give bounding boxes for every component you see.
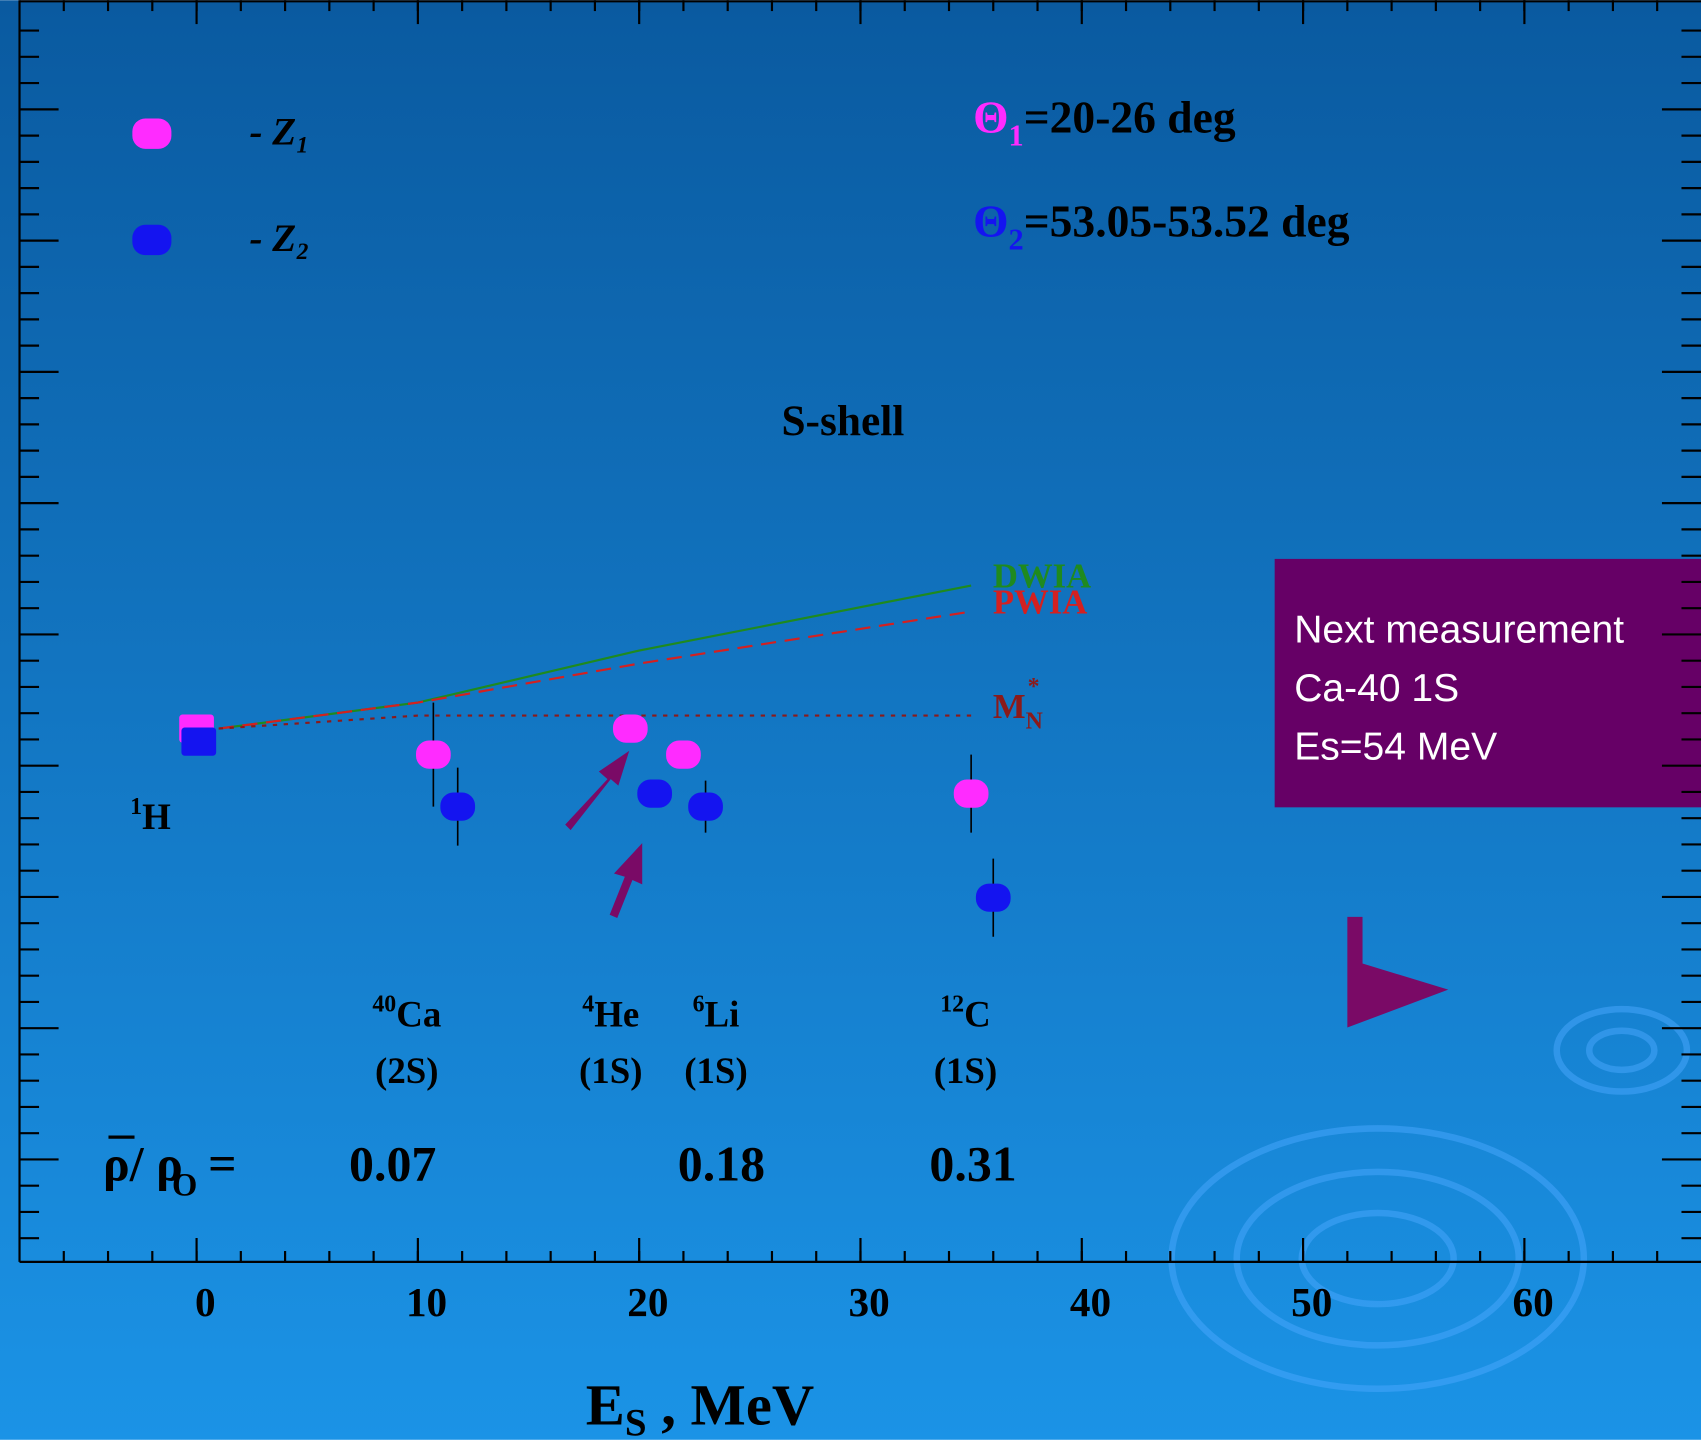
angle-symbol: Θ bbox=[973, 92, 1008, 143]
note-text: Next measurement bbox=[1294, 608, 1624, 651]
nucleus-mass: 1 bbox=[130, 794, 142, 820]
x-label-rest: , MeV bbox=[647, 1373, 815, 1438]
x-tick-label: 10 bbox=[406, 1279, 447, 1325]
x-tick-label: 0 bbox=[195, 1279, 216, 1325]
line-name: M bbox=[993, 687, 1026, 726]
nucleus-shell: (2S) bbox=[375, 1050, 439, 1092]
angle-symbol: Θ bbox=[973, 196, 1008, 247]
nucleus-symbol: C bbox=[964, 993, 991, 1034]
x-tick-label: 40 bbox=[1070, 1279, 1111, 1325]
data-point bbox=[976, 884, 1011, 912]
x-label-sub: S bbox=[625, 1401, 647, 1440]
nucleus-mass: 40 bbox=[372, 991, 396, 1017]
line-label: PWIA bbox=[993, 583, 1087, 622]
angle-sub: 2 bbox=[1009, 223, 1024, 257]
note-text: Ca-40 1S bbox=[1294, 667, 1459, 710]
nucleus-symbol: Li bbox=[705, 993, 740, 1034]
line-name: PWIA bbox=[993, 583, 1087, 622]
x-axis-label: ES , MeV bbox=[586, 1373, 814, 1440]
density-sub: O bbox=[172, 1168, 197, 1204]
x-tick-label: 30 bbox=[849, 1279, 890, 1325]
nucleus-shell: (1S) bbox=[934, 1050, 998, 1092]
x-tick-label: 60 bbox=[1512, 1279, 1553, 1325]
density-symbol: ρ/ ρ bbox=[103, 1137, 183, 1192]
legend-marker bbox=[132, 118, 171, 148]
data-point bbox=[440, 793, 475, 821]
x-tick-label: 20 bbox=[627, 1279, 668, 1325]
nucleus-mass: 4 bbox=[582, 991, 594, 1017]
nucleus-symbol: He bbox=[594, 993, 639, 1034]
x-tick-label: 50 bbox=[1291, 1279, 1332, 1325]
legend-label: - Z₁ bbox=[250, 111, 310, 154]
nucleus-shell: (1S) bbox=[579, 1050, 643, 1092]
line-sup: * bbox=[1028, 674, 1040, 700]
angle-text: =53.05-53.52 deg bbox=[1024, 196, 1350, 247]
chart-title: S-shell bbox=[781, 397, 904, 445]
density-value: 0.18 bbox=[678, 1137, 765, 1192]
nucleus-symbol: H bbox=[142, 796, 171, 837]
legend-marker bbox=[132, 225, 171, 255]
data-point bbox=[637, 780, 672, 808]
angle-text: =20-26 deg bbox=[1024, 92, 1236, 143]
x-label-main: E bbox=[586, 1373, 625, 1438]
chart: 0102030405060ES , MeVS-shellΘ1=20-26 deg… bbox=[0, 0, 1701, 1440]
legend-label: - Z₂ bbox=[250, 217, 310, 260]
data-point bbox=[181, 727, 216, 755]
density-eq: = bbox=[208, 1137, 236, 1192]
line-sub: N bbox=[1026, 709, 1043, 735]
data-point bbox=[416, 741, 451, 769]
nucleus-symbol: Ca bbox=[396, 993, 441, 1034]
nucleus-mass: 6 bbox=[693, 991, 705, 1017]
data-point bbox=[954, 780, 989, 808]
nucleus-mass: 12 bbox=[940, 991, 964, 1017]
page: {"chart_data": { "type": "scatter", "tit… bbox=[0, 0, 1701, 1440]
angle-sub: 1 bbox=[1009, 119, 1024, 153]
data-point bbox=[666, 741, 701, 769]
nucleus-shell: (1S) bbox=[684, 1050, 748, 1092]
density-value: 0.31 bbox=[929, 1137, 1016, 1192]
data-point bbox=[688, 793, 723, 821]
density-value: 0.07 bbox=[349, 1137, 436, 1192]
note-text: Es=54 MeV bbox=[1294, 726, 1497, 769]
data-point bbox=[613, 714, 648, 742]
